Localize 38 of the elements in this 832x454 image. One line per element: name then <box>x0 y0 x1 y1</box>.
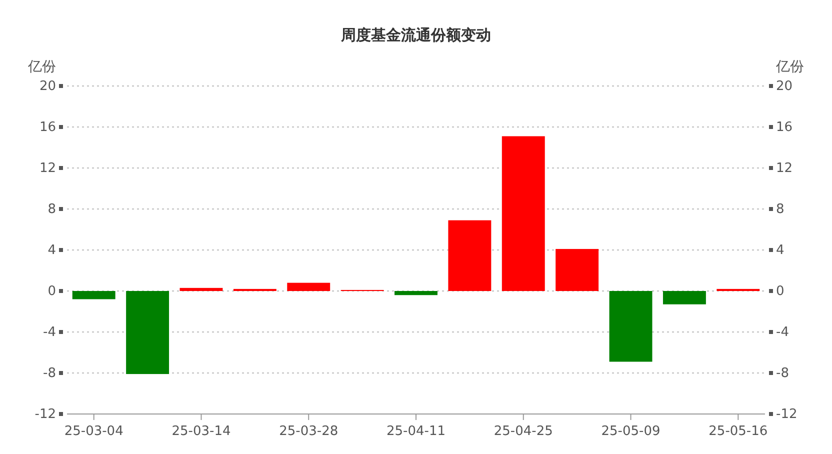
y-tick-label: 20 <box>39 79 56 94</box>
x-tick-label: 25-03-04 <box>64 424 124 440</box>
x-tick-label: 25-04-11 <box>386 424 446 440</box>
x-tick-label: 25-04-25 <box>494 424 553 440</box>
y2-tick-label: 0 <box>776 284 784 300</box>
bar <box>72 291 116 300</box>
y-tick-label: 12 <box>39 161 56 176</box>
chart-title: 周度基金流通份额变动 <box>340 26 491 44</box>
x-tick-label: 25-05-16 <box>708 424 768 440</box>
y2-tick-label: 20 <box>776 79 793 94</box>
y-tick-label: -8 <box>43 366 56 382</box>
x-tick-label: 25-05-09 <box>601 424 660 440</box>
y2-tick-label: 4 <box>776 243 784 258</box>
x-tick-label: 25-03-14 <box>172 424 231 440</box>
bar <box>662 291 706 304</box>
bar <box>287 282 330 291</box>
y2-tick-label: 12 <box>776 161 793 176</box>
bar <box>180 288 223 291</box>
y-tick-label: 8 <box>48 202 56 218</box>
bar <box>448 220 492 291</box>
bar <box>609 291 652 362</box>
bar <box>394 291 438 296</box>
y-tick-label: 16 <box>39 120 56 136</box>
x-tick-label: 25-03-28 <box>279 424 338 440</box>
y-tick-label: -4 <box>43 325 56 340</box>
y2-tick-label: -8 <box>776 366 789 382</box>
y-tick-label: -12 <box>34 407 56 422</box>
y-tick-label: 0 <box>48 284 56 300</box>
y2-tick-label: -4 <box>776 325 789 340</box>
y2-tick-label: -12 <box>776 407 798 422</box>
y2-axis-title: 亿份 <box>775 59 804 75</box>
bar <box>502 136 545 291</box>
y2-tick-label: 8 <box>776 202 784 218</box>
y-axis-title: 亿份 <box>27 59 56 75</box>
y-tick-label: 4 <box>48 243 56 258</box>
bar <box>126 291 170 374</box>
bar <box>556 248 599 291</box>
y2-tick-label: 16 <box>776 120 793 136</box>
